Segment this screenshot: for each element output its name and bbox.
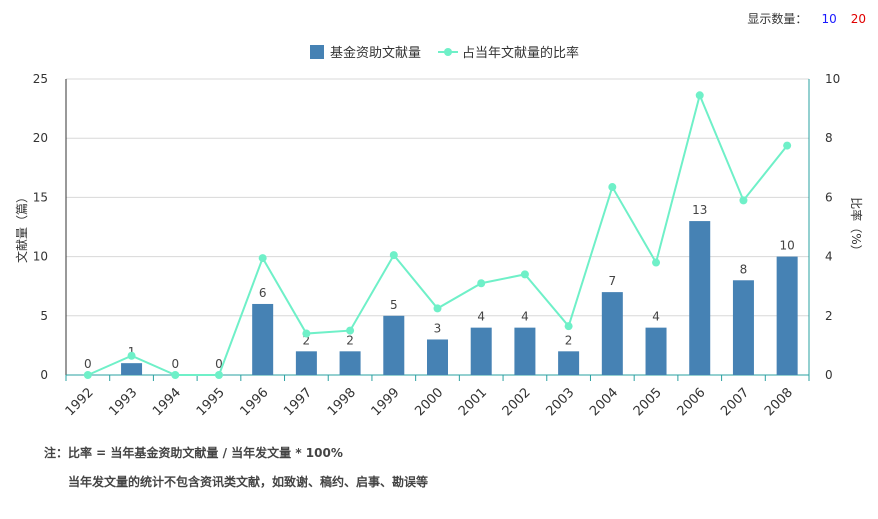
ratio-point[interactable]	[520, 270, 529, 279]
bar-data-label: 8	[740, 262, 748, 276]
ratio-point[interactable]	[214, 371, 223, 379]
y-tick-label: 0	[40, 368, 48, 382]
y2-tick-label: 6	[825, 190, 833, 204]
ratio-point[interactable]	[433, 304, 442, 313]
ratio-point[interactable]	[652, 258, 661, 267]
y2-tick-label: 0	[825, 368, 833, 382]
x-tick-label: 2004	[587, 385, 621, 419]
ratio-point[interactable]	[83, 371, 92, 379]
bar-data-label: 0	[171, 357, 179, 371]
bar[interactable]	[295, 351, 317, 375]
note-line-1: 注：比率 = 当年基金资助文献量 / 当年发文量 * 100%	[44, 446, 343, 460]
y-axis-title: 文献量（篇）	[14, 191, 29, 263]
bar[interactable]	[645, 327, 667, 375]
ratio-point[interactable]	[783, 141, 792, 150]
bar[interactable]	[383, 315, 405, 375]
display-count-10-option[interactable]: 10	[821, 11, 837, 26]
x-tick-label: 1996	[237, 385, 271, 419]
display-count-20-option[interactable]: 20	[850, 11, 866, 26]
ratio-point[interactable]	[608, 183, 617, 192]
y-tick-label: 25	[33, 72, 48, 86]
bar-data-label: 13	[692, 203, 707, 217]
bar-data-label: 0	[84, 357, 92, 371]
y2-tick-label: 10	[825, 72, 840, 86]
bar-data-label: 7	[609, 274, 617, 288]
x-tick-label: 1997	[281, 385, 315, 419]
bar[interactable]	[514, 327, 536, 375]
bar-data-label: 0	[215, 357, 223, 371]
note-line-2: 当年发文量的统计不包含资讯类文献，如致谢、稿约、启事、勘误等	[68, 475, 429, 489]
bar-data-label: 5	[390, 298, 398, 312]
ratio-point[interactable]	[739, 196, 748, 205]
bar-data-label: 2	[346, 333, 354, 347]
x-tick-label: 1998	[325, 385, 359, 419]
bar[interactable]	[601, 292, 623, 375]
x-tick-label: 2006	[675, 385, 709, 419]
ratio-point[interactable]	[171, 371, 180, 379]
ratio-point[interactable]	[302, 329, 311, 338]
bar-data-label: 4	[477, 310, 485, 324]
bar-data-label: 4	[521, 310, 529, 324]
x-tick-label: 2000	[412, 385, 446, 419]
legend-bar-swatch	[310, 45, 324, 59]
bar[interactable]	[121, 363, 143, 375]
y-tick-label: 10	[33, 250, 48, 264]
x-tick-label: 1999	[369, 385, 403, 419]
x-tick-label: 2002	[500, 385, 534, 419]
ratio-point[interactable]	[258, 254, 267, 263]
x-tick-label: 1994	[150, 385, 184, 419]
bar-data-label: 2	[303, 333, 311, 347]
notes: 注：比率 = 当年基金资助文献量 / 当年发文量 * 100% 当年发文量的统计…	[44, 444, 428, 490]
ratio-point[interactable]	[389, 251, 398, 260]
ratio-point[interactable]	[477, 279, 486, 288]
bar-data-label: 4	[652, 310, 660, 324]
x-tick-label: 2008	[762, 385, 796, 419]
legend-line-marker	[444, 48, 452, 56]
ratio-point[interactable]	[564, 322, 573, 331]
bar[interactable]	[252, 303, 274, 375]
y2-axis-title: 比率（%）	[849, 197, 864, 256]
x-tick-label: 2005	[631, 385, 665, 419]
bar[interactable]	[339, 351, 361, 375]
ratio-point[interactable]	[695, 91, 704, 100]
x-tick-label: 2007	[718, 385, 752, 419]
bar[interactable]	[470, 327, 492, 375]
bar-data-label: 10	[780, 239, 795, 253]
x-tick-label: 2001	[456, 385, 490, 419]
bar[interactable]	[776, 256, 798, 375]
bar-data-label: 2	[565, 333, 573, 347]
y2-tick-label: 4	[825, 250, 833, 264]
legend-line-label: 占当年文献量的比率	[462, 45, 579, 61]
ratio-point[interactable]	[127, 351, 136, 360]
x-tick-label: 2003	[543, 385, 577, 419]
bar-data-label: 6	[259, 286, 267, 300]
x-tick-label: 1995	[194, 385, 228, 419]
bar[interactable]	[732, 280, 754, 375]
x-tick-label: 1993	[106, 385, 140, 419]
legend-bar-label: 基金资助文献量	[330, 45, 421, 61]
bar[interactable]	[689, 221, 711, 375]
bar-data-label: 3	[434, 321, 442, 335]
y-tick-label: 5	[40, 309, 48, 323]
display-count-bar: 显示数量： 10 20	[747, 10, 866, 27]
x-tick-label: 1992	[63, 385, 97, 419]
y2-tick-label: 8	[825, 131, 833, 145]
y-tick-label: 15	[33, 190, 48, 204]
ratio-point[interactable]	[346, 326, 355, 335]
y-tick-label: 20	[33, 131, 48, 145]
y2-tick-label: 2	[825, 309, 833, 323]
bar[interactable]	[427, 339, 448, 375]
display-count-label: 显示数量：	[747, 12, 808, 26]
bar[interactable]	[558, 351, 580, 375]
